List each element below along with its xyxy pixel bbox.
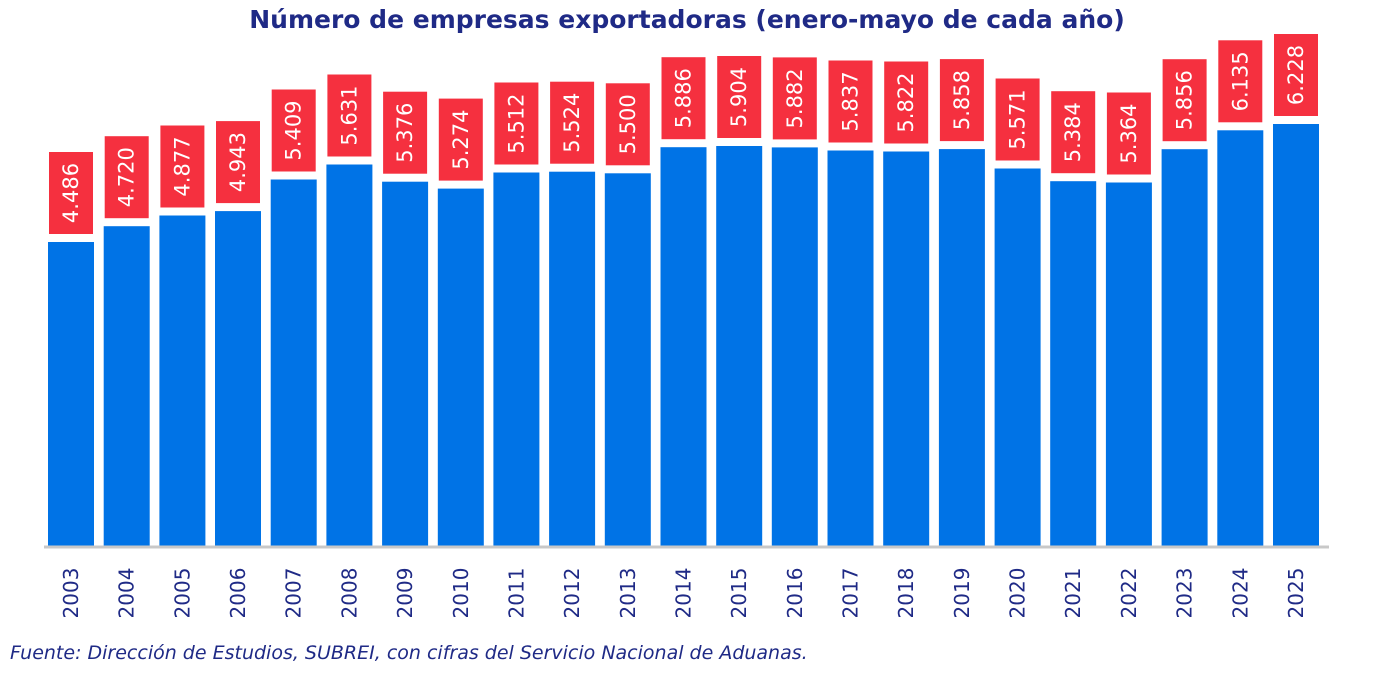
x-tick-2023: 2023 — [1173, 568, 1197, 619]
x-tick-2013: 2013 — [616, 568, 640, 619]
bar-2009 — [382, 181, 429, 546]
value-label-box-2019 — [939, 59, 984, 142]
value-label-box-2003 — [49, 152, 93, 234]
value-label-box-2023 — [1162, 59, 1207, 142]
bar-2021 — [1050, 181, 1097, 546]
value-label-box-2012 — [550, 81, 595, 164]
value-label-2021: 5.384 — [1061, 102, 1085, 162]
x-tick-2022: 2022 — [1117, 568, 1141, 619]
x-tick-2008: 2008 — [337, 568, 361, 619]
x-tick-2024: 2024 — [1228, 568, 1252, 619]
bar-2014 — [660, 147, 707, 546]
x-tick-2025: 2025 — [1284, 568, 1308, 619]
bar-2008 — [326, 164, 373, 546]
source-note: Fuente: Dirección de Estudios, SUBREI, c… — [10, 642, 808, 664]
bar-2013 — [604, 173, 651, 547]
x-tick-2006: 2006 — [226, 568, 250, 619]
value-label-2019: 5.858 — [950, 70, 974, 130]
value-label-box-2004 — [104, 136, 149, 219]
x-tick-2012: 2012 — [560, 568, 584, 619]
x-tick-2020: 2020 — [1006, 568, 1030, 619]
value-label-2015: 5.904 — [727, 67, 751, 127]
value-label-box-2014 — [661, 57, 706, 140]
bar-2011 — [493, 172, 540, 546]
x-tick-2009: 2009 — [393, 568, 417, 619]
value-label-box-2022 — [1106, 92, 1151, 175]
value-label-2013: 5.500 — [616, 94, 640, 154]
chart-title: Número de empresas exportadoras (enero-m… — [249, 5, 1125, 34]
value-label-box-2021 — [1051, 91, 1096, 174]
value-label-2011: 5.512 — [504, 93, 528, 153]
value-label-box-2010 — [438, 98, 483, 181]
x-tick-2018: 2018 — [894, 568, 918, 619]
bar-2024 — [1217, 130, 1264, 547]
x-tick-2016: 2016 — [783, 568, 807, 619]
value-label-box-2006 — [216, 121, 260, 204]
value-label-2007: 5.409 — [282, 100, 306, 160]
value-label-2003: 4.486 — [59, 163, 83, 223]
x-tick-labels-layer: 2003 2004 2005 2006 2007 2008 2009 2010 2011 2012… — [59, 568, 1308, 619]
value-label-2014: 5.886 — [672, 68, 696, 128]
value-label-box-2007 — [271, 89, 316, 172]
value-label-box-2015 — [717, 56, 762, 138]
value-label-2020: 5.571 — [1006, 89, 1030, 149]
bar-2016 — [771, 147, 818, 546]
value-label-2017: 5.837 — [839, 71, 863, 131]
value-label-box-2005 — [160, 125, 205, 208]
value-label-box-2016 — [772, 57, 817, 140]
x-tick-2017: 2017 — [839, 568, 863, 619]
value-label-box-2017 — [828, 60, 873, 143]
value-label-2022: 5.364 — [1117, 103, 1141, 163]
x-tick-2015: 2015 — [727, 568, 751, 619]
bar-2007 — [270, 179, 317, 546]
value-label-2012: 5.524 — [560, 93, 584, 153]
bar-2006 — [215, 211, 261, 546]
bar-2020 — [994, 168, 1041, 546]
value-label-2008: 5.631 — [337, 85, 361, 145]
x-tick-2005: 2005 — [170, 568, 194, 619]
value-label-box-2018 — [884, 61, 929, 144]
value-label-2023: 5.856 — [1173, 70, 1197, 130]
x-tick-2021: 2021 — [1061, 568, 1085, 619]
bar-2022 — [1105, 182, 1152, 546]
bar-2025 — [1273, 124, 1319, 546]
x-tick-2007: 2007 — [282, 568, 306, 619]
value-label-box-2008 — [327, 74, 372, 157]
value-label-box-2024 — [1218, 40, 1263, 123]
value-label-2024: 6.135 — [1228, 51, 1252, 111]
value-labels-layer: 4.486 4.720 4.877 4.943 5.409 5.631 5.376 5.274… — [49, 34, 1318, 234]
bar-2003 — [48, 242, 94, 546]
value-label-2018: 5.822 — [894, 72, 918, 132]
value-label-box-2020 — [995, 78, 1040, 161]
bar-2010 — [437, 188, 484, 546]
x-tick-2010: 2010 — [449, 568, 473, 619]
bar-2018 — [883, 151, 930, 546]
x-tick-2014: 2014 — [672, 568, 696, 619]
value-label-2010: 5.274 — [449, 110, 473, 170]
value-label-box-2025 — [1274, 34, 1318, 116]
bar-2017 — [827, 150, 874, 546]
x-tick-2003: 2003 — [59, 568, 83, 619]
value-label-2005: 4.877 — [170, 136, 194, 196]
bar-2004 — [103, 226, 150, 546]
x-tick-2004: 2004 — [115, 568, 139, 619]
value-label-2006: 4.943 — [226, 132, 250, 192]
value-label-box-2011 — [494, 82, 539, 165]
bar-2015 — [716, 146, 763, 546]
x-tick-2011: 2011 — [504, 568, 528, 619]
bars-layer — [48, 124, 1319, 547]
value-label-2016: 5.882 — [783, 68, 807, 128]
bar-2023 — [1161, 149, 1208, 546]
value-label-2025: 6.228 — [1284, 45, 1308, 105]
value-label-box-2009 — [383, 91, 428, 174]
value-label-2004: 4.720 — [115, 147, 139, 207]
value-label-box-2013 — [605, 83, 650, 166]
value-label-2009: 5.376 — [393, 103, 417, 163]
bar-2019 — [938, 149, 985, 546]
bar-2012 — [549, 171, 596, 546]
bar-2005 — [159, 215, 206, 546]
x-tick-2019: 2019 — [950, 568, 974, 619]
